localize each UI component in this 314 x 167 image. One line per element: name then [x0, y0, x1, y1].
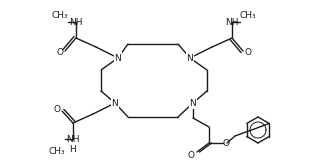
- Text: N: N: [115, 53, 122, 62]
- Text: N: N: [187, 53, 193, 62]
- Text: CH₃: CH₃: [52, 11, 68, 20]
- Text: O: O: [245, 47, 252, 56]
- Text: H: H: [70, 145, 76, 154]
- Text: O: O: [57, 47, 63, 56]
- Text: NH: NH: [225, 18, 239, 27]
- Text: CH₃: CH₃: [49, 147, 65, 156]
- Text: NH: NH: [66, 134, 80, 143]
- Text: NH: NH: [69, 18, 83, 27]
- Text: CH₃: CH₃: [240, 11, 256, 20]
- Text: O: O: [223, 138, 230, 147]
- Text: O: O: [187, 150, 194, 159]
- Text: O: O: [53, 105, 61, 114]
- Text: N: N: [190, 99, 196, 108]
- Text: N: N: [111, 99, 118, 108]
